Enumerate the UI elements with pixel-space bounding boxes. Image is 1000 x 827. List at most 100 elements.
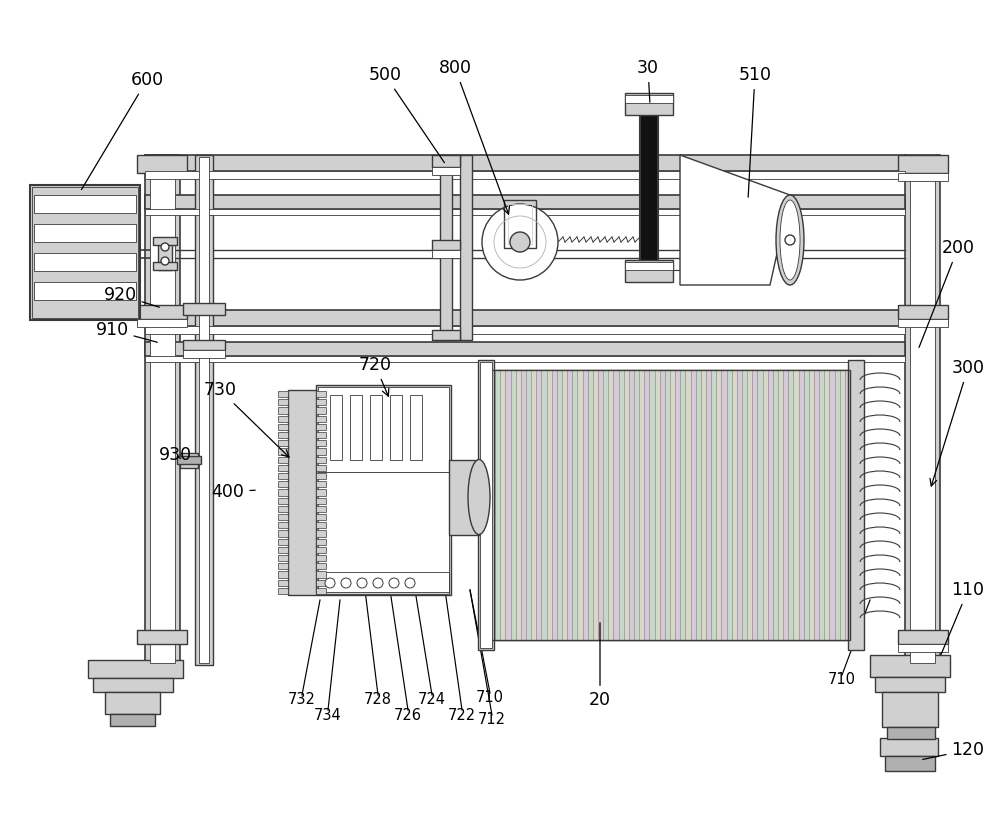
- Bar: [696, 370, 701, 640]
- Bar: [788, 370, 793, 640]
- Bar: [278, 465, 288, 471]
- Circle shape: [341, 578, 351, 588]
- Bar: [727, 370, 732, 640]
- Bar: [278, 538, 288, 545]
- Bar: [316, 448, 326, 455]
- Text: 20: 20: [589, 623, 611, 709]
- Bar: [848, 360, 864, 650]
- Bar: [183, 340, 225, 350]
- Bar: [440, 155, 452, 340]
- Bar: [910, 157, 935, 663]
- Ellipse shape: [776, 195, 804, 285]
- Bar: [526, 370, 531, 640]
- Bar: [278, 457, 288, 463]
- Text: 722: 722: [448, 708, 476, 723]
- Bar: [34, 253, 136, 271]
- Bar: [732, 370, 737, 640]
- Bar: [588, 370, 593, 640]
- Bar: [793, 370, 799, 640]
- Bar: [145, 326, 905, 334]
- Bar: [316, 522, 326, 528]
- Bar: [608, 370, 613, 640]
- Text: 712: 712: [478, 713, 506, 728]
- Bar: [278, 530, 288, 537]
- Text: 300: 300: [930, 359, 984, 486]
- Bar: [316, 385, 451, 595]
- Text: 728: 728: [364, 692, 392, 708]
- Bar: [318, 387, 449, 472]
- Bar: [701, 370, 706, 640]
- Bar: [316, 432, 326, 438]
- Text: 30: 30: [637, 59, 659, 103]
- Bar: [316, 498, 326, 504]
- Text: 930: 930: [158, 446, 192, 464]
- Bar: [804, 370, 809, 640]
- Bar: [572, 370, 577, 640]
- Bar: [105, 692, 160, 714]
- Circle shape: [510, 232, 530, 252]
- Text: 800: 800: [438, 59, 509, 214]
- Bar: [814, 370, 819, 640]
- Bar: [278, 580, 288, 586]
- Bar: [783, 370, 788, 640]
- Bar: [145, 342, 905, 356]
- Bar: [153, 262, 177, 270]
- Circle shape: [389, 578, 399, 588]
- Bar: [316, 555, 326, 562]
- Bar: [432, 240, 460, 250]
- Bar: [625, 260, 673, 282]
- Circle shape: [357, 578, 367, 588]
- Bar: [504, 200, 536, 248]
- Bar: [680, 370, 685, 640]
- Bar: [691, 370, 696, 640]
- Bar: [593, 370, 598, 640]
- Bar: [531, 370, 536, 640]
- Bar: [316, 408, 326, 414]
- Bar: [478, 360, 494, 650]
- Bar: [480, 362, 492, 648]
- Bar: [898, 305, 948, 319]
- Bar: [460, 155, 472, 340]
- Bar: [278, 399, 288, 405]
- Bar: [432, 167, 460, 175]
- Bar: [278, 588, 288, 594]
- Bar: [180, 453, 198, 468]
- Bar: [845, 370, 850, 640]
- Circle shape: [785, 235, 795, 245]
- Bar: [330, 395, 342, 460]
- Bar: [316, 423, 326, 430]
- Text: 920: 920: [103, 286, 159, 307]
- Text: 732: 732: [288, 692, 316, 708]
- Bar: [278, 506, 288, 512]
- Bar: [521, 370, 526, 640]
- Bar: [905, 155, 940, 665]
- Bar: [278, 408, 288, 414]
- Bar: [316, 490, 326, 495]
- Text: 910: 910: [95, 321, 157, 342]
- Bar: [824, 370, 829, 640]
- Bar: [137, 155, 187, 173]
- Bar: [110, 714, 155, 726]
- Bar: [153, 237, 177, 245]
- Bar: [410, 395, 422, 460]
- Bar: [158, 240, 172, 270]
- Bar: [316, 580, 326, 586]
- Ellipse shape: [468, 460, 490, 534]
- Bar: [278, 563, 288, 570]
- Bar: [763, 370, 768, 640]
- Bar: [183, 350, 225, 358]
- Bar: [675, 370, 680, 640]
- Bar: [640, 100, 658, 275]
- Bar: [30, 185, 140, 320]
- Bar: [318, 472, 449, 592]
- Bar: [898, 319, 948, 327]
- Circle shape: [325, 578, 335, 588]
- Bar: [278, 490, 288, 495]
- Bar: [567, 370, 572, 640]
- Bar: [145, 209, 905, 215]
- Bar: [536, 370, 541, 640]
- Bar: [649, 370, 655, 640]
- Bar: [316, 530, 326, 537]
- Text: 724: 724: [418, 692, 446, 708]
- Bar: [316, 481, 326, 487]
